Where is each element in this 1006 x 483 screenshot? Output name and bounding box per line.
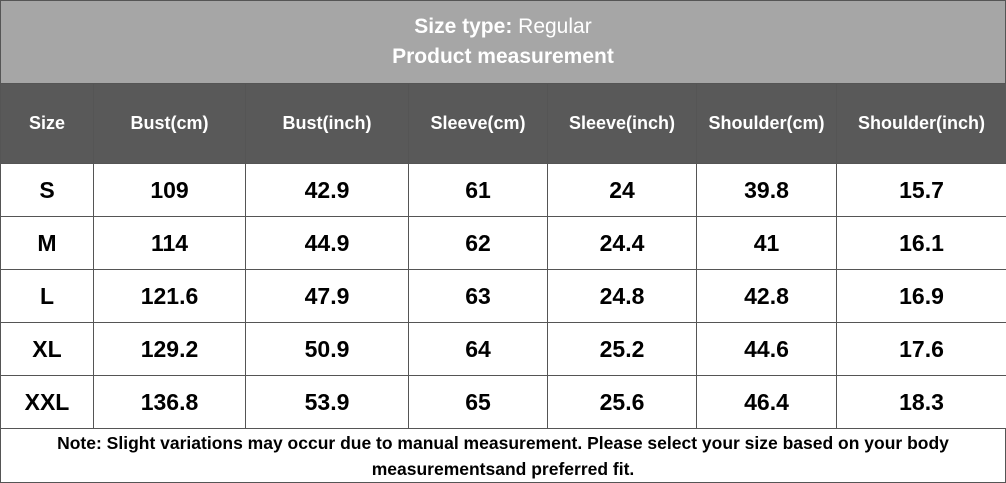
table-cell: 47.9 — [245, 269, 409, 323]
table-cell: 53.9 — [245, 375, 409, 429]
table-cell: 15.7 — [836, 163, 1006, 217]
table-cell: XL — [0, 322, 94, 376]
table-cell: 25.2 — [547, 322, 697, 376]
table-cell: 64 — [408, 322, 548, 376]
table-cell: 44.9 — [245, 216, 409, 270]
table-cell: 46.4 — [696, 375, 837, 429]
table-cell: 41 — [696, 216, 837, 270]
column-header: Bust(inch) — [245, 83, 409, 164]
table-cell: 18.3 — [836, 375, 1006, 429]
table-cell: 44.6 — [696, 322, 837, 376]
column-header: Size — [0, 83, 94, 164]
table-cell: 121.6 — [93, 269, 246, 323]
column-header: Bust(cm) — [93, 83, 246, 164]
table-cell: 63 — [408, 269, 548, 323]
table-cell: XXL — [0, 375, 94, 429]
table-cell: 65 — [408, 375, 548, 429]
table-cell: 24.4 — [547, 216, 697, 270]
column-header: Shoulder(cm) — [696, 83, 837, 164]
table-cell: 25.6 — [547, 375, 697, 429]
size-type-label: Size type: — [414, 15, 513, 38]
table-cell: 61 — [408, 163, 548, 217]
table-cell: 42.8 — [696, 269, 837, 323]
subtitle: Product measurement — [392, 45, 614, 68]
table-cell: L — [0, 269, 94, 323]
table-cell: 17.6 — [836, 322, 1006, 376]
title-band: Size type: Regular Product measurement — [0, 0, 1006, 84]
table-cell: 62 — [408, 216, 548, 270]
size-type: Size type: Regular — [414, 12, 591, 42]
table-cell: M — [0, 216, 94, 270]
table-cell: 136.8 — [93, 375, 246, 429]
table-cell: S — [0, 163, 94, 217]
table-cell: 16.1 — [836, 216, 1006, 270]
column-header: Shoulder(inch) — [836, 83, 1006, 164]
column-header: Sleeve(inch) — [547, 83, 697, 164]
table-cell: 114 — [93, 216, 246, 270]
column-header: Sleeve(cm) — [408, 83, 548, 164]
table-cell: 50.9 — [245, 322, 409, 376]
table-cell: 24 — [547, 163, 697, 217]
note: Note: Slight variations may occur due to… — [0, 428, 1006, 483]
table-cell: 109 — [93, 163, 246, 217]
table-cell: 39.8 — [696, 163, 837, 217]
table-cell: 16.9 — [836, 269, 1006, 323]
table-cell: 24.8 — [547, 269, 697, 323]
table-cell: 129.2 — [93, 322, 246, 376]
size-type-value: Regular — [518, 15, 592, 38]
table-cell: 42.9 — [245, 163, 409, 217]
